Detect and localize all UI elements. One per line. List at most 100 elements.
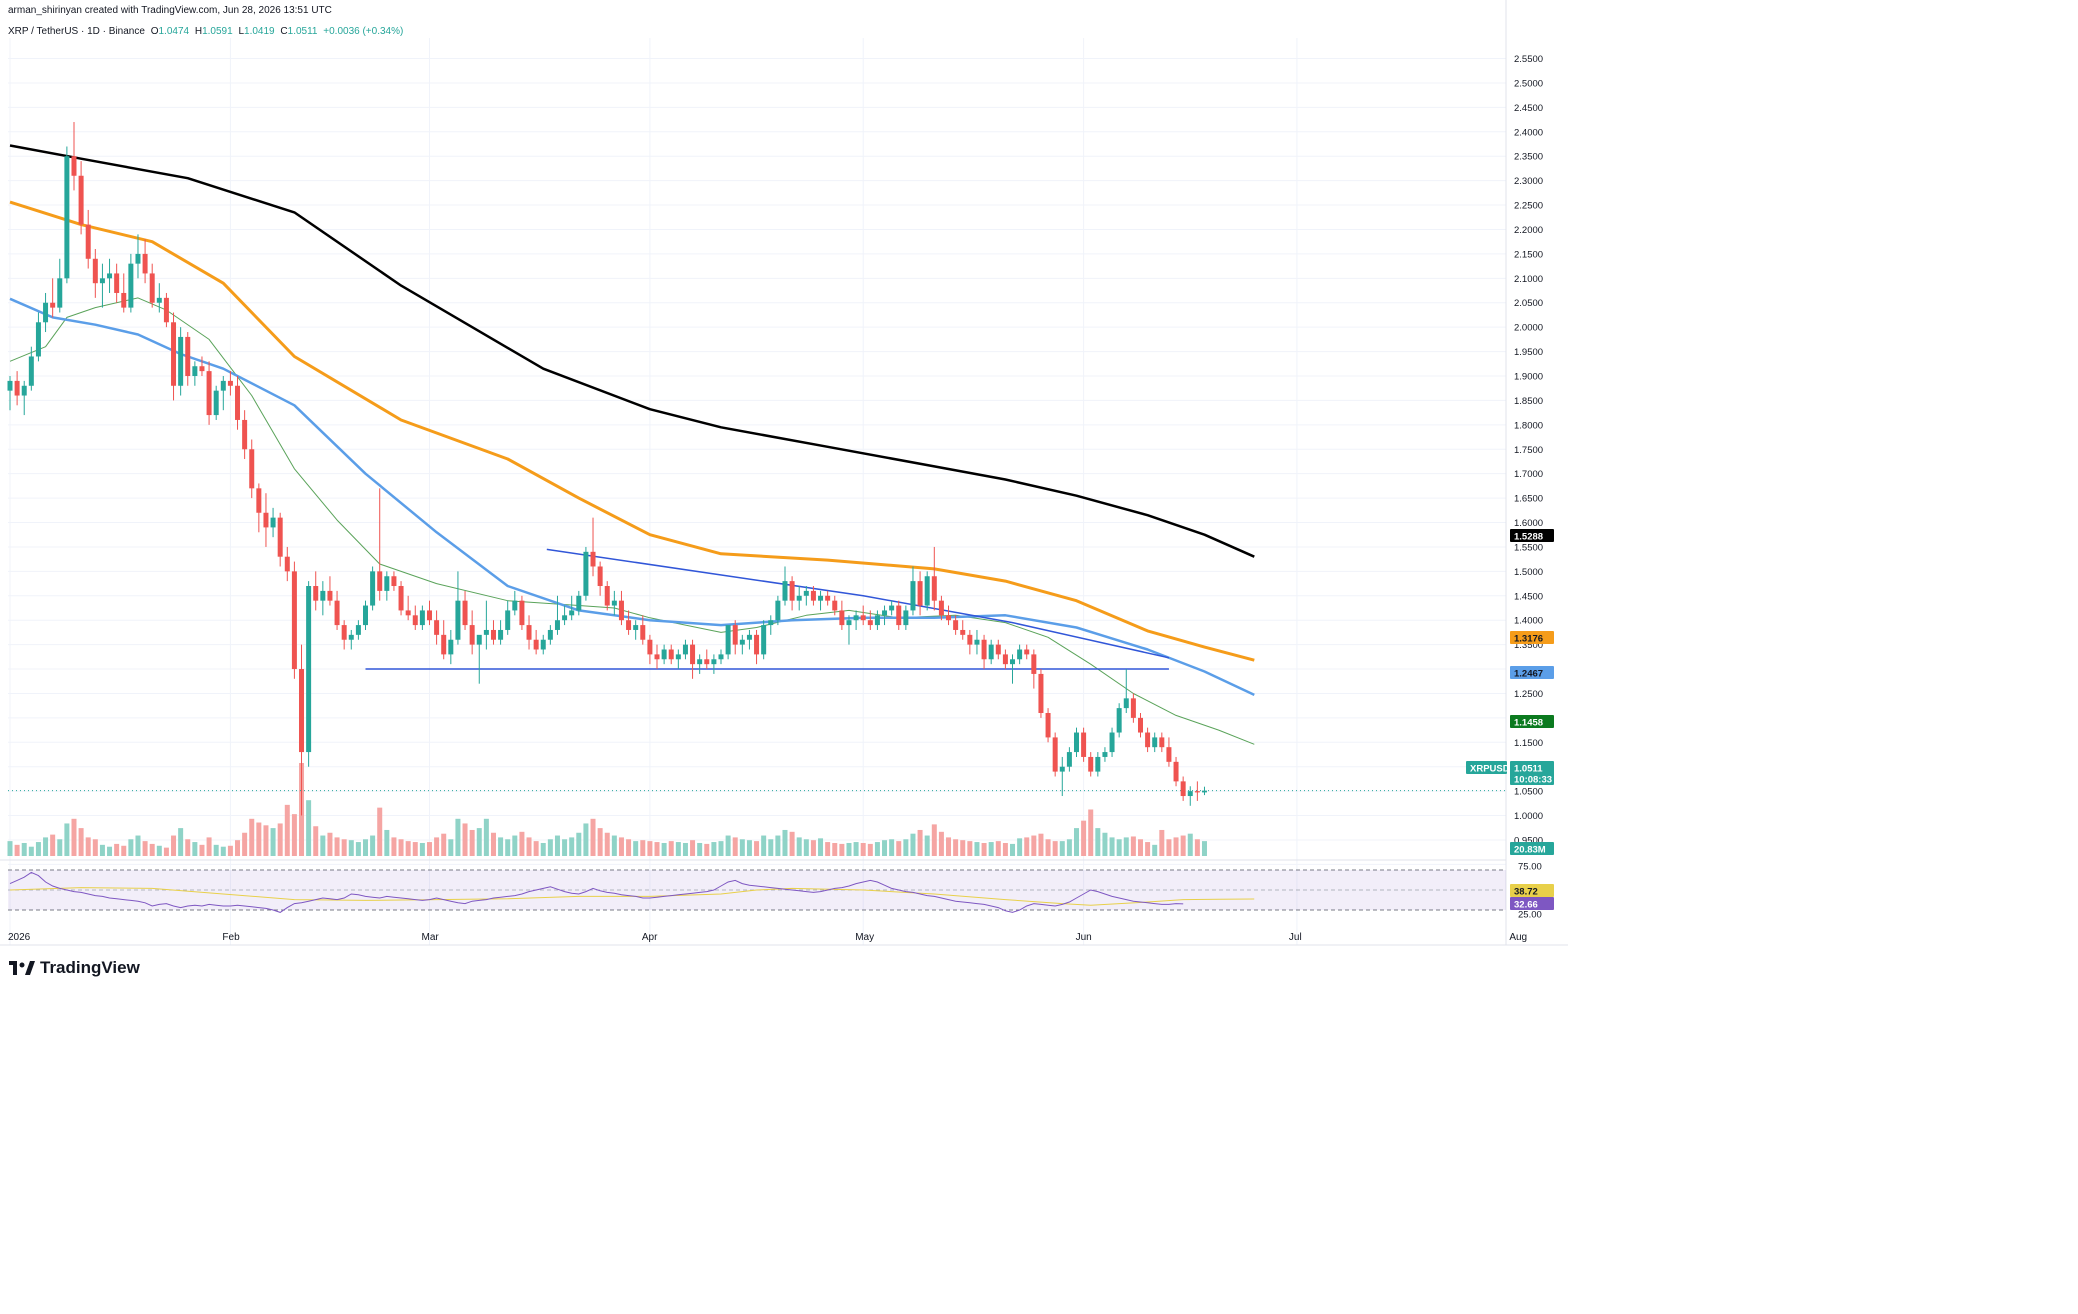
candle-body [391,576,397,587]
symbol-title[interactable]: XRP / TetherUS · 1D · Binance [8,26,145,37]
candle-body [1123,698,1129,709]
ma200-price-tag-text: 1.5288 [1514,532,1543,543]
countdown-tag-text: 10:08:33 [1514,775,1552,786]
volume-bar [960,840,966,856]
candle-body [135,253,141,264]
candle-body [1045,712,1051,738]
candle-body [1010,659,1016,665]
volume-bar [946,837,952,856]
candle-body [469,625,475,645]
volume-bar [917,829,923,856]
candle-body [92,258,98,284]
price-tick-label: 1.2500 [1514,689,1543,700]
rsi-tick-label: 75.00 [1518,862,1542,873]
volume-bar [455,818,461,856]
time-tick-label: Feb [222,932,240,943]
volume-bar [107,846,113,856]
volume-bar [995,841,1001,856]
volume-bar [135,835,141,856]
candle-body [718,654,724,660]
candle-body [818,595,824,601]
volume-bar [99,844,105,856]
candle-body [1059,766,1065,772]
candle-body [789,581,795,601]
candle-body [562,615,568,621]
candle-body [633,625,639,630]
candle-body [1031,654,1037,674]
volume-bar [291,814,297,856]
price-chart[interactable]: 2.5500 2.5000 2.4500 2.4000 2.3500 2.3000 2.25… [0,0,1568,985]
volume-bar [78,828,84,856]
candle-body [1152,737,1158,748]
candle-body [654,654,660,660]
volume-bar [370,835,376,856]
candle-body [931,576,937,601]
volume-bar [547,839,553,856]
candle-body [739,639,745,645]
ma100-price-tag-bg [1510,631,1554,644]
candle-body [128,263,134,308]
volume-bar [256,822,262,856]
volume-bar [1159,829,1165,856]
candle-body [917,581,923,606]
volume-bar [171,835,177,856]
volume-bar [448,839,454,856]
volume-bar [697,842,703,856]
volume-bar [903,839,909,856]
candle-body [995,644,1001,655]
candle-body [668,649,674,660]
candle-body [426,610,432,621]
candle-body [419,610,425,626]
volume-bar [206,837,212,856]
volume-bar [1081,820,1087,856]
low-value: 1.0419 [244,26,275,37]
price-tick-label: 1.8000 [1514,420,1543,431]
candle-body [1109,732,1115,753]
symbol-ohlc-bar: XRP / TetherUS · 1D · Binance O1.0474 H1… [8,26,403,37]
ma200-price-tag-bg [1510,529,1554,542]
ma200-price-tag: 1.5288 [1510,529,1554,543]
volume-bar [334,837,340,856]
volume-bar [1123,837,1129,856]
price-tick-label: 2.2500 [1514,201,1543,212]
candle-body [924,576,930,606]
price-axis: 2.5500 2.5000 2.4500 2.4000 2.3500 2.3000 2.25… [1514,54,1543,920]
candle-body [611,600,617,606]
ma100-price-tag-text: 1.3176 [1514,634,1543,645]
volume-bar [1109,837,1115,856]
candle-body [505,610,511,630]
open-label: O [150,26,159,37]
volume-bar [227,845,233,856]
candle-body [455,600,461,640]
candle-body [185,336,191,376]
volume-bar [434,837,440,856]
volume-bar [71,818,77,856]
candle-body [846,620,852,626]
candle-body [299,669,305,753]
candle-body [192,366,198,376]
low-label: L [238,26,245,37]
volume-bar [476,828,482,856]
candle-body [1081,732,1087,757]
volume-bar [704,843,710,856]
volume-bar [306,800,312,856]
candle-body [434,620,440,635]
price-tick-label: 2.3500 [1514,152,1543,163]
tradingview-brand[interactable]: TradingView [9,958,140,978]
price-tick-label: 1.9500 [1514,347,1543,358]
volume-bar [618,837,624,856]
volume-bar [192,842,198,856]
volume-bar [839,843,845,856]
price-tick-label: 1.5500 [1514,542,1543,553]
high-value: 1.0591 [202,26,233,37]
candle-body [235,385,241,420]
candle-body [732,625,738,645]
volume-bar [1130,836,1136,856]
volume-bar [505,839,511,856]
price-tick-label: 2.0000 [1514,323,1543,334]
volume-bar [142,841,148,856]
volume-bar [576,832,582,856]
symbol-price-tag-bg [1466,761,1507,774]
volume-bar [1038,833,1044,856]
ma50-price-tag: 1.2467 [1510,666,1554,680]
